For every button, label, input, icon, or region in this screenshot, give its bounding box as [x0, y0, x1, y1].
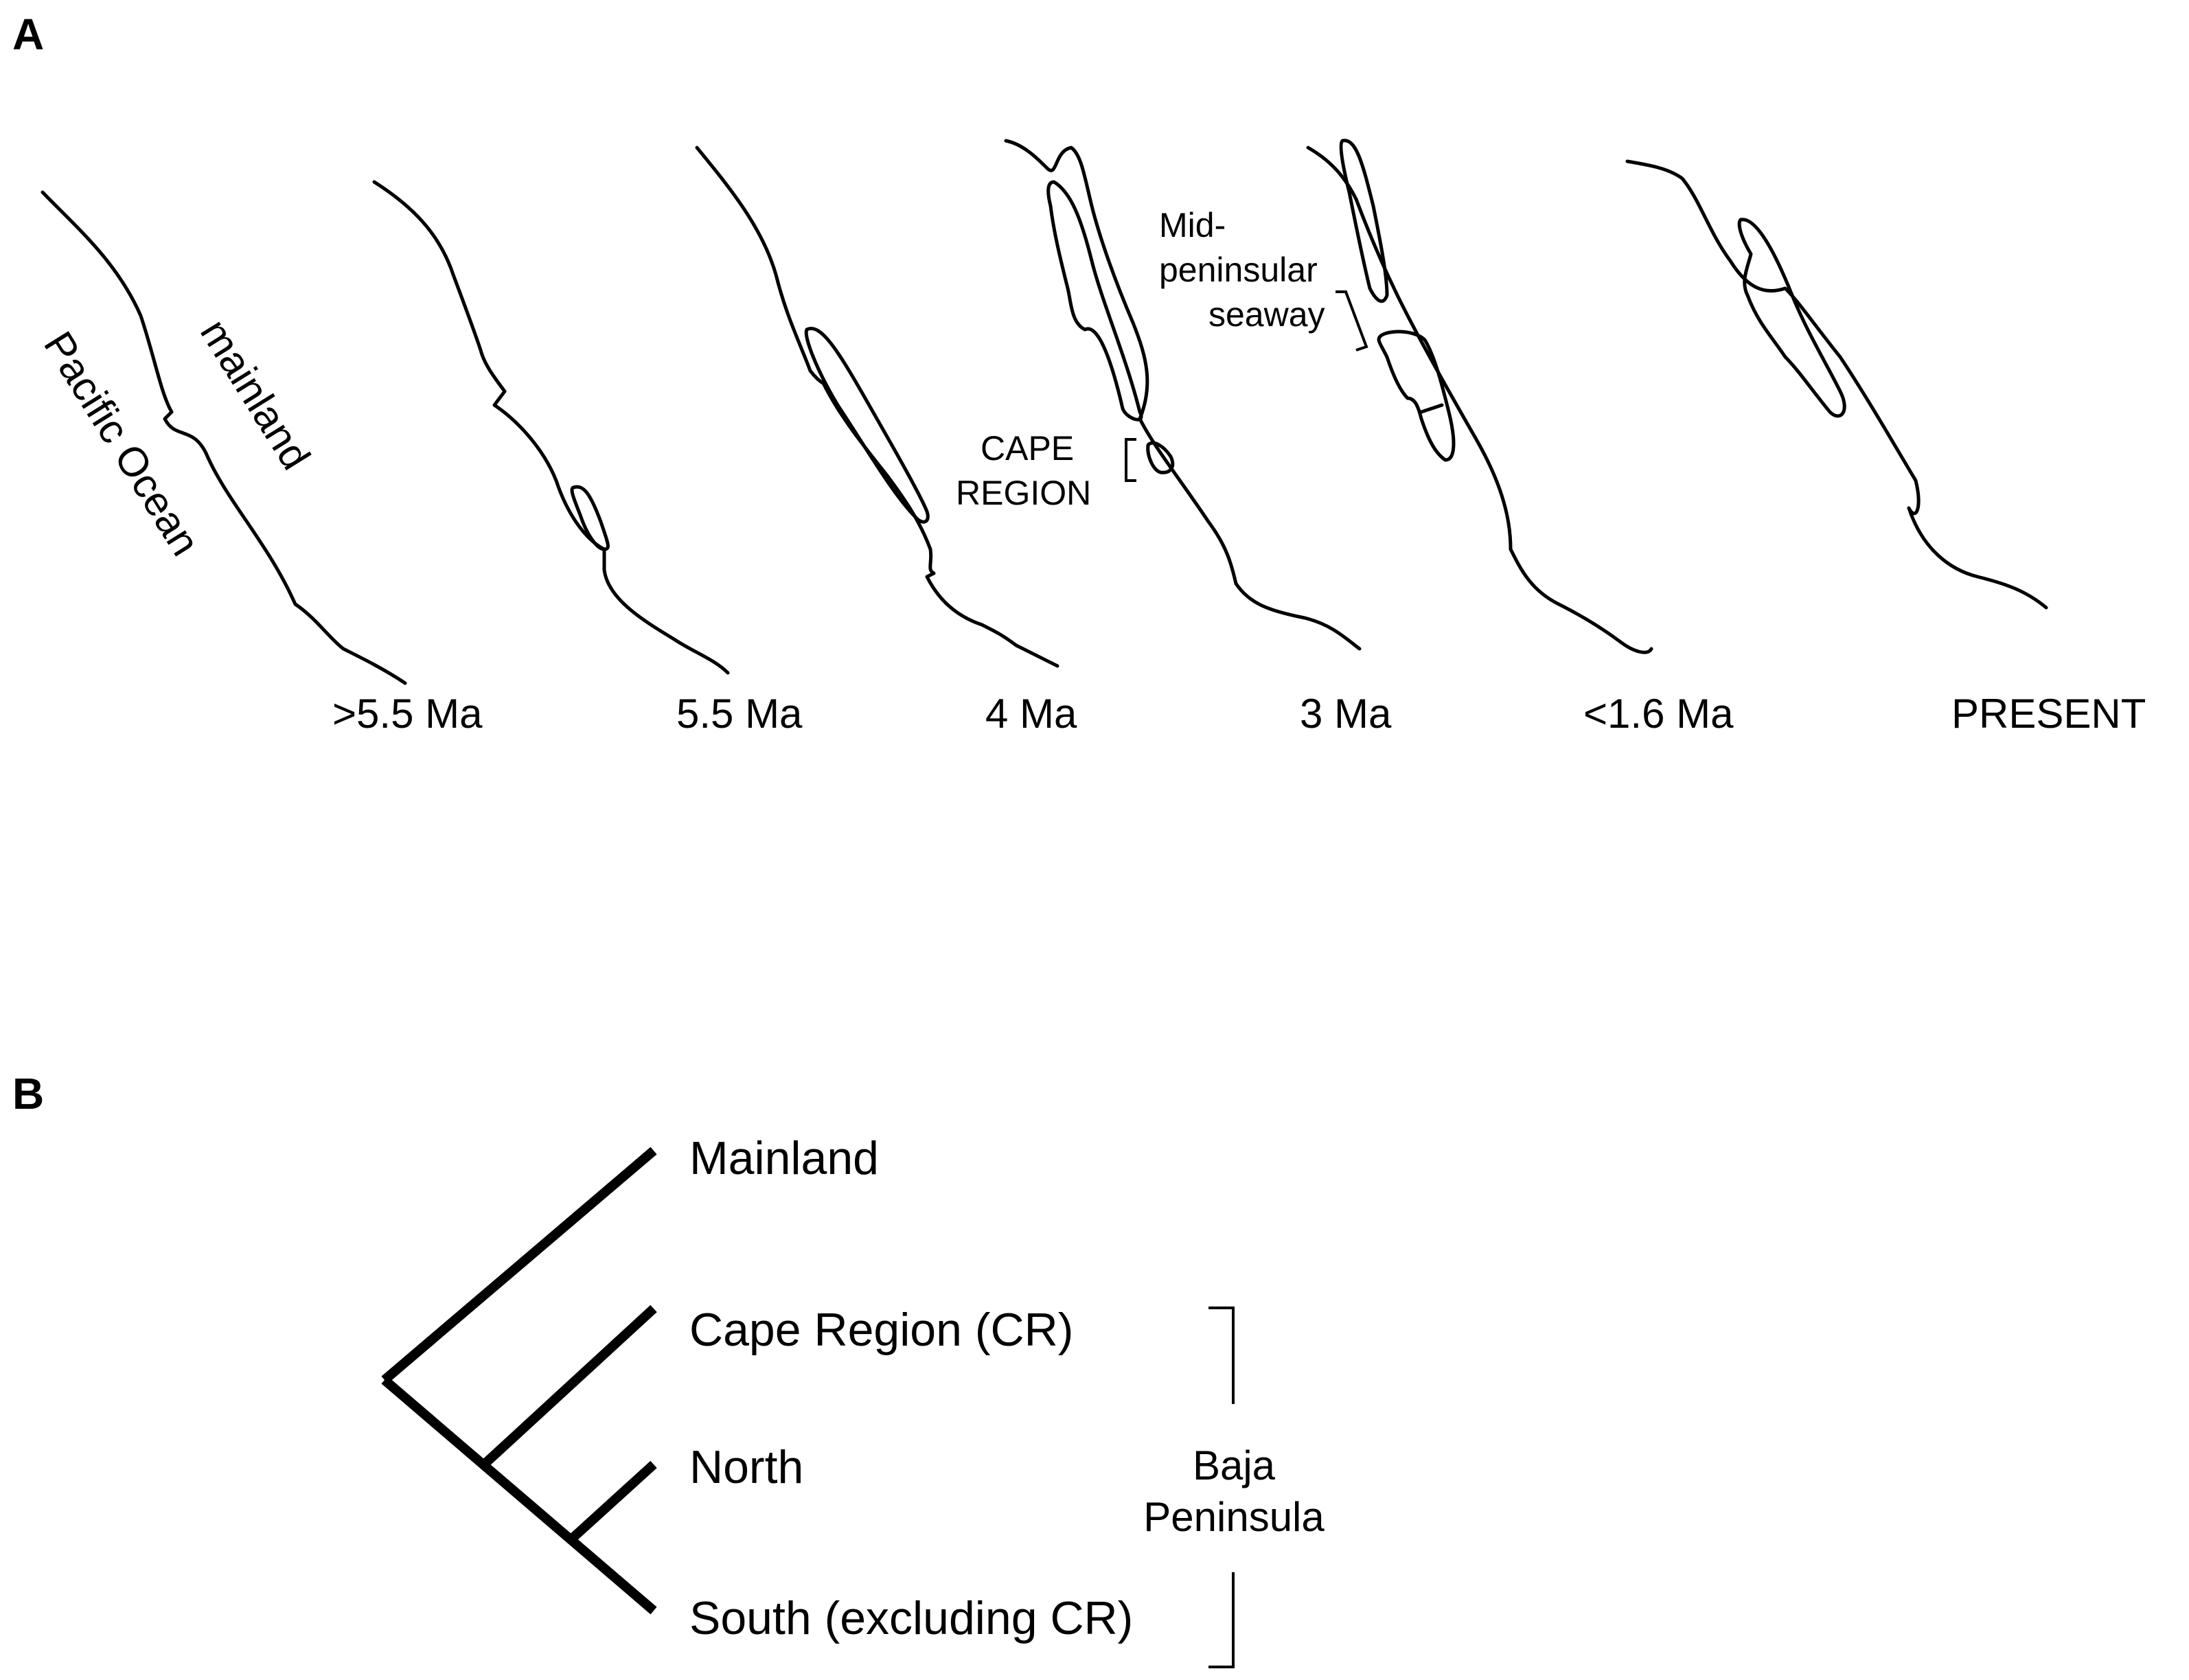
gulf-present — [1737, 218, 1846, 418]
coastline-6 — [1625, 159, 2048, 610]
seaway-divider-5 — [1419, 403, 1444, 414]
label-seaway-line1: Mid- — [1159, 206, 1226, 244]
group-label-line1: Baja — [1193, 1442, 1276, 1488]
label-cape-region-line2: REGION — [956, 474, 1091, 512]
baja-peninsula-bracket — [1208, 1307, 1235, 1668]
bracket-top — [1208, 1307, 1235, 1404]
branch-root-to-baja — [381, 1376, 657, 1615]
map-gt-5-5-ma: Pacific Ocean mainland — [35, 190, 407, 685]
map-present — [1625, 159, 2048, 610]
gulf-south-5 — [1377, 330, 1456, 462]
time-label-1: >5.5 Ma — [332, 691, 483, 737]
branch-mainland — [381, 1147, 657, 1384]
time-label-2: 5.5 Ma — [676, 691, 803, 737]
taxon-cape-region: Cape Region (CR) — [689, 1304, 1073, 1356]
coastline-2 — [372, 180, 730, 675]
panel-a-letter: A — [12, 10, 44, 59]
time-label-3: 4 Ma — [985, 691, 1077, 737]
coastline-1 — [41, 190, 407, 685]
time-label-6: PRESENT — [1951, 691, 2146, 737]
phylogenetic-tree — [381, 1147, 657, 1615]
cape-region-island-4 — [1146, 441, 1175, 474]
label-mainland: mainland — [192, 311, 319, 477]
taxon-north: North — [689, 1441, 803, 1493]
taxon-south: South (excluding CR) — [689, 1592, 1133, 1644]
map-lt-1-6-ma: Mid- peninsular seaway — [1159, 139, 1653, 654]
map-4-ma — [695, 146, 1059, 668]
label-cape-region-line1: CAPE — [981, 429, 1074, 468]
bracket-bottom — [1208, 1572, 1235, 1668]
map-5-5-ma — [372, 180, 730, 675]
branch-cape-region — [481, 1304, 657, 1469]
gulf-north-5 — [1339, 139, 1389, 303]
taxon-mainland: Mainland — [689, 1132, 879, 1184]
gulf-inlet-3 — [804, 327, 930, 524]
label-seaway-line2: peninsular — [1159, 251, 1318, 289]
seaway-bracket — [1336, 290, 1368, 352]
gulf-mainland-4 — [1046, 180, 1143, 422]
panel-b-letter: B — [12, 1069, 44, 1118]
time-label-5: <1.6 Ma — [1583, 691, 1734, 737]
coastline-3 — [695, 146, 1059, 668]
branch-north — [568, 1460, 657, 1543]
label-seaway-line3: seaway — [1208, 295, 1325, 334]
coastline-4 — [1004, 139, 1362, 651]
gulf-inlet-2 — [570, 485, 610, 551]
cape-region-bracket — [1125, 438, 1136, 482]
group-label-line2: Peninsula — [1143, 1494, 1325, 1540]
time-label-4: 3 Ma — [1300, 691, 1392, 737]
label-pacific-ocean: Pacific Ocean — [35, 323, 209, 563]
map-3-ma: CAPE REGION — [956, 139, 1362, 651]
coastline-5 — [1306, 146, 1653, 654]
